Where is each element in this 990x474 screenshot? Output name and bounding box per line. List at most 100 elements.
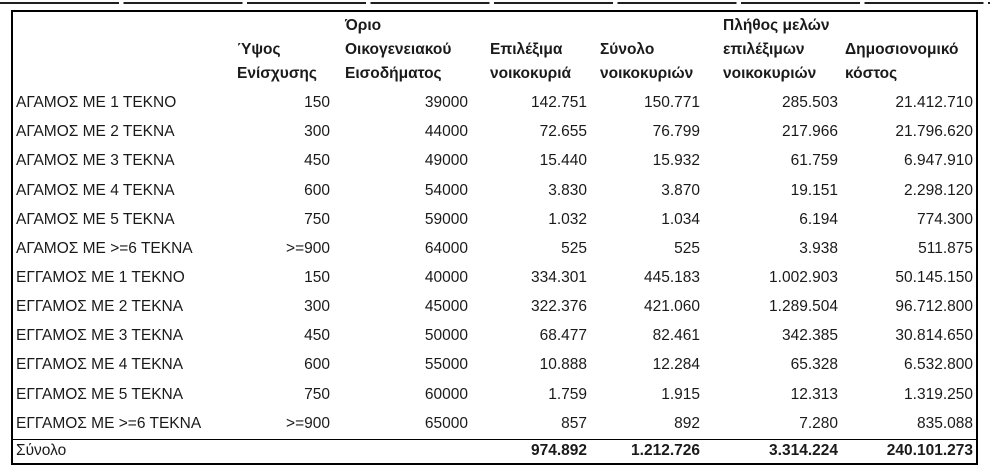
cell-income-limit: 40000 (424, 269, 468, 287)
cell-aid-amount: 450 (304, 152, 330, 170)
table-row: ΑΓΑΜΟΣ ΜΕ 2 ΤΕΚΝΑ 300 44000 72.655 76.79… (13, 118, 976, 147)
cell-eligible-members: 217.966 (781, 123, 838, 141)
cell-total-households: 15.932 (652, 152, 700, 170)
table-footer: Σύνολο 974.892 1.212.726 3.314.224 240.1… (13, 439, 976, 463)
total-row: Σύνολο 974.892 1.212.726 3.314.224 240.1… (13, 439, 976, 463)
cell-fiscal-cost: 50.145.150 (895, 269, 973, 287)
cell-aid-amount: 450 (304, 327, 330, 345)
cell-eligible-households: 1.032 (548, 210, 587, 228)
benefits-table: Ύψος Ενίσχυσης Όριο Οικογενειακού Εισοδή… (13, 12, 976, 463)
cell-income-limit: 45000 (424, 298, 468, 316)
cell-eligible-members: 342.385 (781, 327, 838, 345)
cell-eligible-households: 322.376 (530, 298, 587, 316)
row-label-cell: ΑΓΑΜΟΣ ΜΕ 5 ΤΕΚΝΑ (16, 210, 175, 228)
benefits-table-container: Ύψος Ενίσχυσης Όριο Οικογενειακού Εισοδή… (11, 10, 978, 465)
cell-aid-amount: >=900 (286, 239, 330, 257)
cell-aid-amount: >=900 (286, 414, 330, 432)
total-income-limit (333, 439, 473, 463)
col-header-income-limit: Όριο Οικογενειακού Εισοδήματος (345, 17, 452, 82)
table-row: ΕΓΓΑΜΟΣ ΜΕ 2 ΤΕΚΝΑ 300 45000 322.376 421… (13, 293, 976, 322)
cell-fiscal-cost: 6.532.800 (904, 356, 973, 374)
cell-total-households: 1.915 (661, 385, 700, 403)
cell-fiscal-cost: 30.814.650 (895, 327, 973, 345)
cell-eligible-members: 61.759 (790, 152, 838, 170)
cell-fiscal-cost: 835.088 (916, 414, 973, 432)
cell-fiscal-cost: 21.796.620 (895, 123, 973, 141)
col-header-total-households: Σύνολο νοικοκυριών (600, 41, 694, 82)
cell-eligible-members: 7.280 (799, 414, 838, 432)
cell-total-households: 12.284 (652, 356, 700, 374)
row-label-cell: ΕΓΓΑΜΟΣ ΜΕ >=6 ΤΕΚΝΑ (16, 414, 202, 432)
cell-total-households: 892 (674, 414, 700, 432)
cell-aid-amount: 300 (304, 123, 330, 141)
table-row: ΕΓΓΑΜΟΣ ΜΕ 5 ΤΕΚΝΑ 750 60000 1.759 1.915… (13, 381, 976, 410)
cell-total-households: 82.461 (652, 327, 700, 345)
row-label-cell: ΑΓΑΜΟΣ ΜΕ 3 ΤΕΚΝΑ (16, 152, 175, 170)
total-aid-amount (233, 439, 333, 463)
col-header-aid-amount: Ύψος Ενίσχυσης (237, 41, 317, 82)
cell-aid-amount: 600 (304, 356, 330, 374)
cell-eligible-households: 142.751 (530, 94, 587, 112)
cell-total-households: 421.060 (643, 298, 700, 316)
cell-eligible-members: 12.313 (790, 385, 838, 403)
table-row: ΑΓΑΜΟΣ ΜΕ 3 ΤΕΚΝΑ 450 49000 15.440 15.93… (13, 147, 976, 176)
cell-eligible-households: 334.301 (530, 269, 587, 287)
cell-eligible-households: 10.888 (539, 356, 587, 374)
row-label-cell: ΕΓΓΑΜΟΣ ΜΕ 4 ΤΕΚΝΑ (16, 356, 184, 374)
cell-fiscal-cost: 511.875 (918, 239, 973, 257)
total-total-households: 1.212.726 (590, 439, 703, 463)
cell-eligible-households: 525 (561, 239, 587, 257)
table-body: ΑΓΑΜΟΣ ΜΕ 1 ΤΕΚΝΟ 150 39000 142.751 150.… (13, 89, 976, 440)
cell-income-limit: 49000 (424, 152, 468, 170)
cell-eligible-households: 68.477 (539, 327, 587, 345)
total-eligible-members: 3.314.224 (703, 439, 841, 463)
cell-aid-amount: 750 (304, 385, 330, 403)
cell-aid-amount: 150 (304, 94, 330, 112)
table-row: ΕΓΓΑΜΟΣ ΜΕ 1 ΤΕΚΝΟ 150 40000 334.301 445… (13, 264, 976, 293)
total-fiscal-cost: 240.101.273 (841, 439, 976, 463)
cell-aid-amount: 600 (304, 181, 330, 199)
table-row: ΑΓΑΜΟΣ ΜΕ 5 ΤΕΚΝΑ 750 59000 1.032 1.034 … (13, 206, 976, 235)
cell-income-limit: 50000 (424, 327, 468, 345)
cell-fiscal-cost: 21.412.710 (895, 94, 973, 112)
cell-eligible-households: 857 (561, 414, 587, 432)
cell-eligible-households: 3.830 (548, 181, 587, 199)
col-header-category (13, 12, 233, 89)
table-header: Ύψος Ενίσχυσης Όριο Οικογενειακού Εισοδή… (13, 12, 976, 89)
cell-total-households: 525 (674, 239, 700, 257)
row-label-cell: ΑΓΑΜΟΣ ΜΕ 2 ΤΕΚΝΑ (16, 123, 175, 141)
row-label-cell: ΕΓΓΑΜΟΣ ΜΕ 2 ΤΕΚΝΑ (16, 298, 184, 316)
table-row: ΕΓΓΑΜΟΣ ΜΕ >=6 ΤΕΚΝΑ >=900 65000 857 892… (13, 410, 976, 440)
row-label-cell: ΕΓΓΑΜΟΣ ΜΕ 5 ΤΕΚΝΑ (16, 385, 184, 403)
cell-eligible-members: 19.151 (790, 181, 838, 199)
total-eligible-households: 974.892 (473, 439, 590, 463)
cell-income-limit: 59000 (424, 210, 468, 228)
cell-fiscal-cost: 1.319.250 (904, 385, 973, 403)
table-row: ΕΓΓΑΜΟΣ ΜΕ 3 ΤΕΚΝΑ 450 50000 68.477 82.4… (13, 322, 976, 351)
header-row: Ύψος Ενίσχυσης Όριο Οικογενειακού Εισοδή… (13, 12, 976, 89)
cell-eligible-members: 65.328 (790, 356, 838, 374)
cell-fiscal-cost: 774.300 (916, 210, 973, 228)
row-label-cell: ΕΓΓΑΜΟΣ ΜΕ 3 ΤΕΚΝΑ (16, 327, 184, 345)
top-horizontal-rule (0, 2, 990, 4)
row-label-cell: ΑΓΑΜΟΣ ΜΕ >=6 ΤΕΚΝΑ (16, 239, 193, 257)
col-header-eligible-members: Πλήθος μελών επιλέξιμων νοικοκυριών (723, 17, 830, 82)
cell-income-limit: 55000 (424, 356, 468, 374)
cell-fiscal-cost: 6.947.910 (904, 152, 973, 170)
cell-total-households: 445.183 (643, 269, 700, 287)
cell-eligible-members: 1.002.903 (769, 269, 838, 287)
cell-income-limit: 64000 (424, 239, 468, 257)
cell-aid-amount: 750 (304, 210, 330, 228)
cell-total-households: 76.799 (652, 123, 700, 141)
cell-eligible-members: 3.938 (799, 239, 838, 257)
cell-aid-amount: 300 (304, 298, 330, 316)
row-label-cell: ΑΓΑΜΟΣ ΜΕ 4 ΤΕΚΝΑ (16, 181, 175, 199)
cell-income-limit: 54000 (424, 181, 468, 199)
cell-eligible-households: 1.759 (548, 385, 587, 403)
cell-eligible-households: 72.655 (539, 123, 587, 141)
col-header-fiscal-cost: Δημοσιονομικό κόστος (845, 41, 959, 82)
cell-total-households: 150.771 (643, 94, 700, 112)
cell-fiscal-cost: 96.712.800 (895, 298, 973, 316)
cell-eligible-members: 285.503 (781, 94, 838, 112)
